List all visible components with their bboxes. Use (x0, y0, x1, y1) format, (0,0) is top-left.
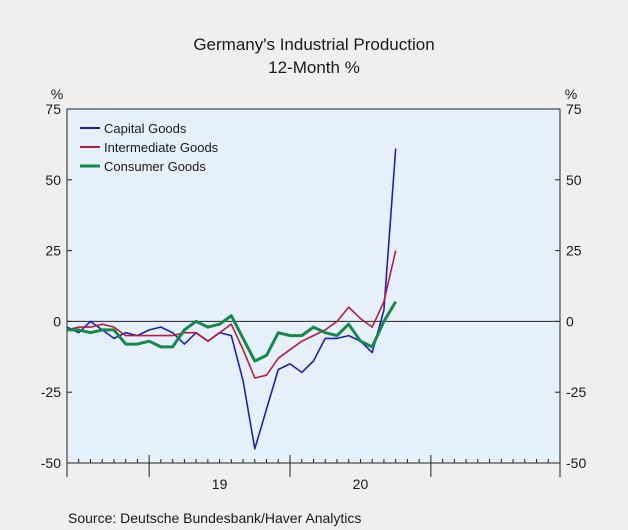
right-axis-unit: % (565, 86, 577, 102)
series-line-intermediate-goods (66, 250, 397, 379)
left-y-tick-label: 25 (45, 243, 61, 259)
right-y-tick-label: 50 (566, 172, 582, 188)
plot-area (66, 108, 561, 464)
legend: Capital Goods Intermediate Goods Consume… (80, 121, 219, 174)
right-y-tick-label: 0 (566, 313, 574, 329)
left-y-tick-label: -25 (41, 384, 61, 400)
right-y-tick-label: -25 (566, 384, 586, 400)
right-y-tick-label: 75 (566, 101, 582, 117)
left-y-tick-label: -50 (41, 455, 61, 471)
right-y-tick-label: 25 (566, 243, 582, 259)
chart-title: Germany's Industrial Production (193, 35, 434, 54)
series-line-capital-goods (66, 148, 397, 450)
right-y-tick-label: -50 (566, 455, 586, 471)
axis-ticks (66, 108, 561, 477)
x-tick-label: 19 (212, 476, 228, 492)
legend-label-capital-goods: Capital Goods (104, 121, 187, 136)
tick-labels: -50 -50 -25 -25 0 0 25 25 50 50 75 75 19 20 (41, 101, 587, 492)
left-y-tick-label: 0 (53, 313, 61, 329)
series-line-consumer-goods (67, 300, 397, 363)
legend-label-consumer-goods: Consumer Goods (104, 159, 206, 174)
chart-subtitle: 12-Month % (268, 58, 360, 77)
left-axis-unit: % (51, 86, 63, 102)
x-tick-label: 20 (353, 476, 369, 492)
legend-label-intermediate-goods: Intermediate Goods (104, 140, 219, 155)
source-note: Source: Deutsche Bundesbank/Haver Analyt… (68, 510, 361, 526)
left-y-tick-label: 50 (45, 172, 61, 188)
series-lines (66, 148, 397, 450)
left-y-tick-label: 75 (45, 101, 61, 117)
